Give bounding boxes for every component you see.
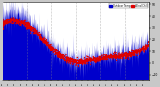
Legend: Outdoor Temp, Wind Chill: Outdoor Temp, Wind Chill <box>109 3 148 8</box>
